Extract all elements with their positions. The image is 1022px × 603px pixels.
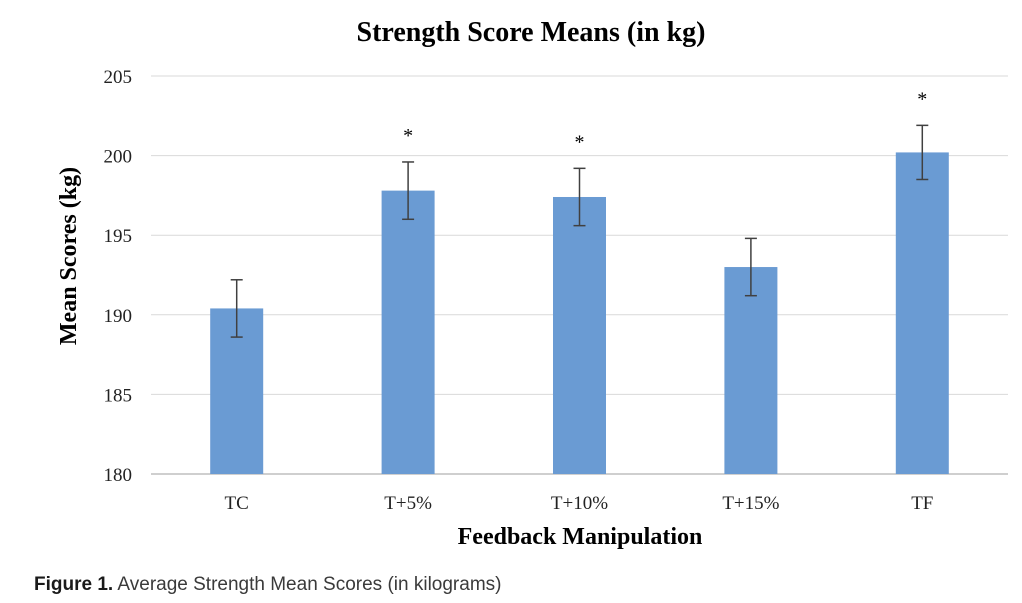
bar-T+5%: [381, 190, 435, 474]
significance-marker: *: [575, 131, 585, 153]
significance-marker: *: [917, 88, 927, 110]
y-tick-label: 195: [104, 226, 133, 247]
x-tick-label: TF: [911, 493, 933, 514]
y-tick-label: 190: [104, 306, 133, 327]
y-tick-label: 180: [104, 465, 133, 486]
y-tick-label: 185: [104, 385, 133, 406]
x-tick-label: TC: [225, 493, 249, 514]
significance-marker: *: [403, 125, 413, 147]
y-axis-ticks: 180 185 190 195 200 205: [104, 67, 133, 486]
bar-TF: [895, 152, 949, 474]
x-axis-label: Feedback Manipulation: [458, 524, 703, 550]
bar-chart: Strength Score Means (in kg) 180 185 190 19…: [56, 17, 1008, 550]
figure-caption-text: Average Strength Mean Scores (in kilogra…: [117, 574, 502, 595]
x-tick-label: T+15%: [722, 493, 779, 514]
y-tick-label: 205: [104, 67, 133, 88]
y-tick-label: 200: [104, 147, 133, 168]
x-tick-label: T+5%: [384, 493, 432, 514]
chart-title: Strength Score Means (in kg): [357, 17, 706, 48]
x-axis-ticks: TC T+5% T+10% T+15% TF: [225, 493, 934, 514]
bar-T+10%: [553, 196, 606, 474]
bars: * * *: [210, 88, 949, 474]
bar-T+15%: [724, 267, 778, 474]
figure-caption: Figure 1. Average Strength Mean Scores (…: [34, 574, 501, 596]
y-axis-label: Mean Scores (kg): [56, 167, 82, 345]
x-tick-label: T+10%: [551, 493, 608, 514]
figure-caption-label: Figure 1.: [34, 574, 114, 595]
